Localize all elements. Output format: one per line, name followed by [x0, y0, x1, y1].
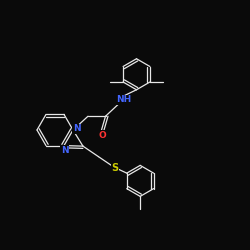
Text: S: S [112, 163, 118, 173]
Text: O: O [98, 131, 106, 140]
Text: N: N [61, 146, 68, 154]
Text: N: N [73, 124, 80, 133]
Text: NH: NH [116, 95, 132, 104]
